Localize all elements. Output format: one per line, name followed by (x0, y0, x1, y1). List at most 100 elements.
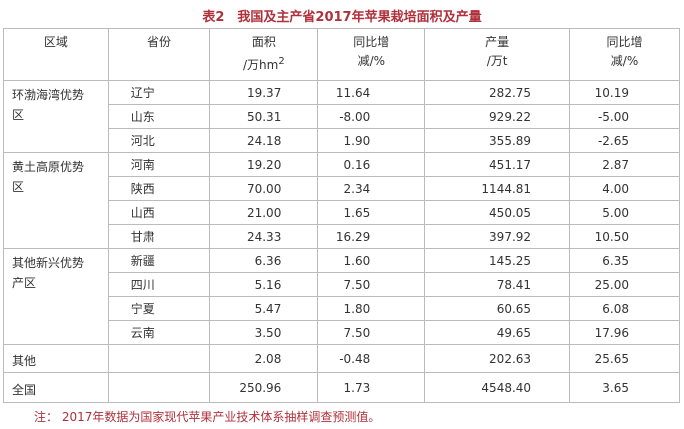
number-cell: 21.00 (209, 200, 319, 225)
number-cell: 0.16 (317, 152, 426, 177)
table-row: 河北 24.18 1.90 355.89 -2.65 (4, 128, 680, 153)
number-cell: 4548.40 (424, 372, 571, 403)
number-cell: 1144.81 (424, 176, 571, 201)
data-table: 区域 省份 面积/万hm2 同比增 减/% 产量/万t 同比增 减/% 环渤海湾优势区辽宁 19… (3, 28, 680, 403)
number-cell: 5.16 (209, 272, 319, 297)
number-cell: 7.50 (317, 320, 426, 345)
number-cell: 3.50 (209, 320, 319, 345)
number-cell: 1.73 (317, 372, 426, 403)
number-cell: 6.35 (569, 248, 680, 273)
number-cell: 355.89 (424, 128, 571, 153)
number-cell: 250.96 (209, 372, 319, 403)
number-cell: -5.00 (569, 104, 680, 129)
cell-line: 区域 (43, 35, 68, 49)
header-cell: 面积/万hm2 (209, 28, 319, 81)
number-cell: 1.60 (317, 248, 426, 273)
province-cell: 甘肃 (107, 224, 211, 249)
number-cell: 19.20 (209, 152, 319, 177)
number-cell: 1.65 (317, 200, 426, 225)
number-cell: 3.65 (569, 372, 680, 403)
number-cell: 5.00 (569, 200, 680, 225)
cell-line: 其他新兴优势 (12, 256, 85, 270)
cell-line: 全国 (12, 382, 37, 397)
table-row: 全国 250.96 1.73 4548.40 3.65 (3, 372, 680, 403)
number-cell: 50.31 (209, 104, 319, 129)
number-cell: 202.63 (424, 344, 571, 373)
province-cell: 陕西 (107, 176, 211, 201)
region-cell: 其他 (3, 344, 109, 373)
number-cell: 2.34 (317, 176, 426, 201)
number-cell: -0.48 (317, 344, 426, 373)
header-cell: 同比增减/% (317, 28, 426, 81)
number-cell: 19.37 (209, 80, 319, 105)
table-row: 黄土高原优势区河南 19.20 0.16 451.17 2.87 (3, 152, 680, 249)
number-cell: 49.65 (424, 320, 571, 345)
table-row: 四川 5.16 7.50 78.41 25.00 (4, 272, 680, 297)
table-row: 陕西 70.00 2.34 1144.81 4.00 (4, 176, 680, 201)
cell-line: /万t (486, 54, 508, 68)
table-title: 表2 我国及主产省2017年苹果栽培面积及产量 (202, 10, 482, 25)
number-cell: 6.36 (209, 248, 319, 273)
number-cell: 70.00 (209, 176, 319, 201)
number-cell: 7.50 (317, 272, 426, 297)
province-cell: 辽宁 (107, 80, 211, 105)
cell-line: 区 (12, 108, 25, 122)
cell-line: 同比增 (353, 35, 390, 49)
number-cell: 11.64 (317, 80, 426, 105)
cell-line: 省份 (147, 35, 172, 49)
table-body: 环渤海湾优势区辽宁 19.37 11.64 282.75 10.19 山东 50.31 -8.… (3, 80, 680, 403)
number-cell: 2.08 (209, 344, 319, 373)
header-cell: 省份 (107, 28, 211, 81)
province-cell: 山西 (107, 200, 211, 225)
table-note: 注： 2017年数据为国家现代苹果产业技术体系抽样调查预测值。 (34, 410, 381, 424)
cell-line: 减/% (357, 54, 386, 68)
number-cell: 78.41 (424, 272, 571, 297)
number-cell: 25.65 (569, 344, 680, 373)
table-row: 其他新兴优势 产区 新疆 6.36 1.60 145.25 6.35 (3, 248, 680, 345)
cell-line: 减/% (610, 54, 639, 68)
header-cell: 区域 (3, 28, 109, 81)
number-cell: 397.92 (424, 224, 571, 249)
header-row: 区域 省份 面积/万hm2 同比增 减/% 产量/万t 同比增 减/% (3, 28, 680, 81)
province-cell: 宁夏 (107, 296, 211, 321)
number-cell: 4.00 (569, 176, 680, 201)
number-cell: 17.96 (569, 320, 680, 345)
number-cell: 10.50 (569, 224, 680, 249)
province-cell (107, 344, 211, 373)
number-cell: 451.17 (424, 152, 571, 177)
superscript: 2 (278, 56, 285, 67)
number-cell: 60.65 (424, 296, 571, 321)
cell-line: 面积 (251, 35, 276, 49)
province-cell: 河南 (107, 152, 211, 177)
cell-line: 产量 (485, 35, 510, 49)
number-cell: 24.33 (209, 224, 319, 249)
cell-line: 同比增 (606, 35, 643, 49)
cell-line: 环渤海湾优势 (12, 88, 85, 102)
number-cell: -2.65 (569, 128, 680, 153)
region-cell: 黄土高原优势区 (3, 152, 109, 249)
table-row: 山西 21.00 1.65 450.05 5.00 (4, 200, 680, 225)
number-cell: 25.00 (569, 272, 680, 297)
cell-line: 区 (12, 180, 25, 194)
province-cell: 新疆 (107, 248, 211, 273)
cell-line: /万hm (243, 58, 279, 72)
table-row: 环渤海湾优势区辽宁 19.37 11.64 282.75 10.19 (3, 80, 680, 153)
table-row: 其他 2.08 -0.48 202.63 25.65 (3, 344, 680, 373)
region-cell: 全国 (3, 372, 109, 403)
number-cell: 24.18 (209, 128, 319, 153)
province-cell: 云南 (107, 320, 211, 345)
header-cell: 同比增减/% (569, 28, 680, 81)
number-cell: 6.08 (569, 296, 680, 321)
cell-line: 其他 (12, 353, 37, 368)
province-cell (107, 372, 211, 403)
table-row: 山东 50.31 -8.00 929.22 -5.00 (4, 104, 680, 129)
province-cell: 山东 (107, 104, 211, 129)
number-cell: 10.19 (569, 80, 680, 105)
table-row: 甘肃 24.33 16.29 397.92 10.50 (4, 224, 680, 249)
number-cell: 5.47 (209, 296, 319, 321)
province-cell: 四川 (107, 272, 211, 297)
province-cell: 河北 (107, 128, 211, 153)
number-cell: 145.25 (424, 248, 571, 273)
cell-line: 黄土高原优势 (12, 160, 85, 174)
